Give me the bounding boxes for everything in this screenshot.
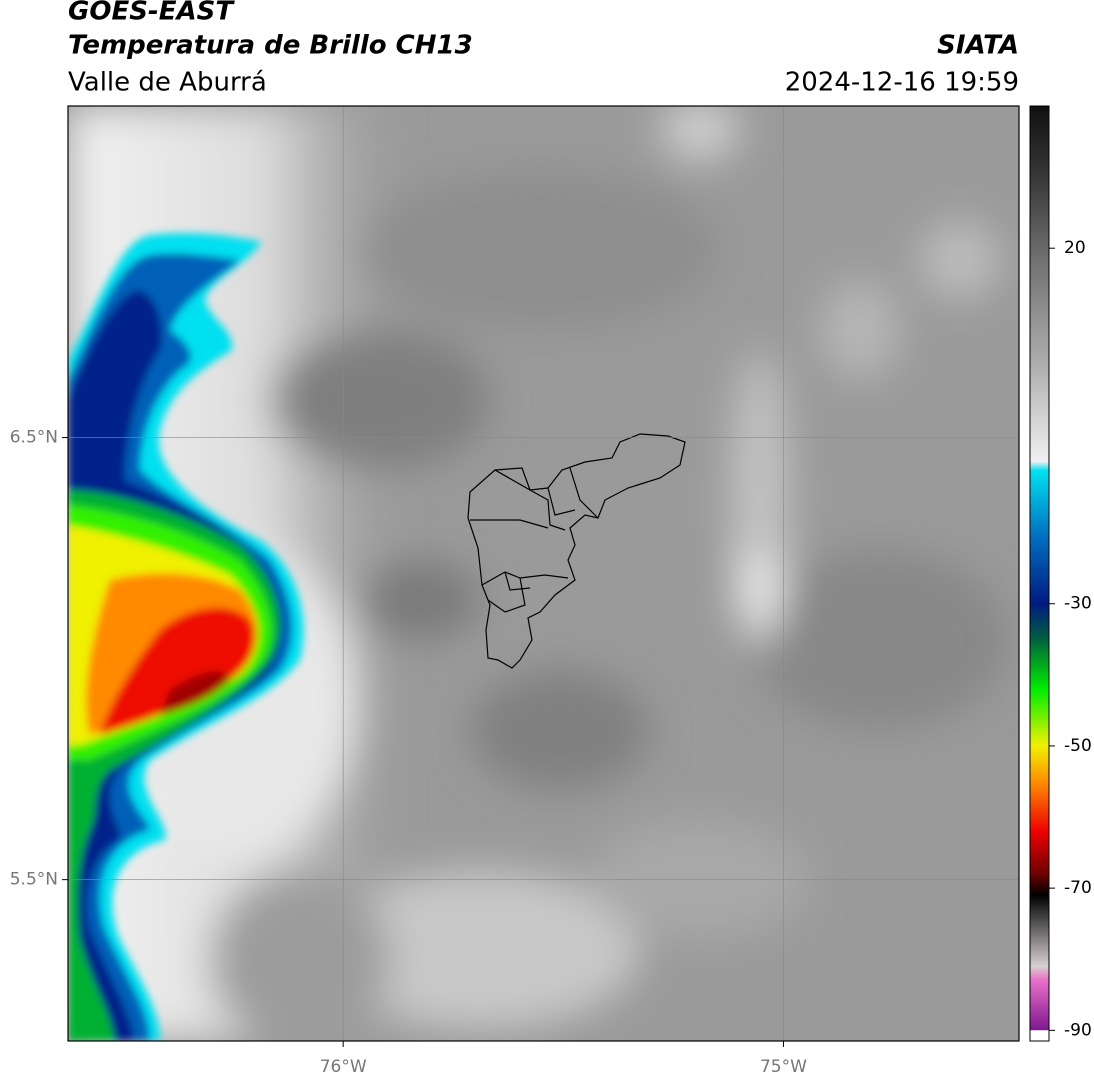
title: GOES-EAST	[68, 0, 235, 27]
x-tick-label: 76°W	[320, 1057, 367, 1077]
subtitle: Temperatura de Brillo CH13	[68, 31, 473, 61]
map-image	[68, 106, 1019, 1041]
y-tick-label: 6.5°N	[10, 428, 58, 448]
colorbar-tick-label: -50	[1064, 736, 1092, 756]
municipal-boundaries	[467, 433, 686, 669]
colorbar-tick-label: -30	[1064, 594, 1092, 614]
colorbar-tick-label: -70	[1064, 878, 1092, 898]
colorbar-tick-label: -90	[1064, 1020, 1092, 1040]
colorbar-tick-label: 20	[1064, 238, 1086, 258]
colorbar	[1029, 105, 1050, 1042]
datetime: 2024-12-16 19:59	[785, 68, 1019, 98]
map-frame	[67, 105, 1020, 1042]
x-tick-label: 75°W	[760, 1057, 807, 1077]
source: SIATA	[937, 31, 1019, 61]
y-tick-label: 5.5°N	[10, 870, 58, 890]
region: Valle de Aburrá	[68, 68, 267, 98]
